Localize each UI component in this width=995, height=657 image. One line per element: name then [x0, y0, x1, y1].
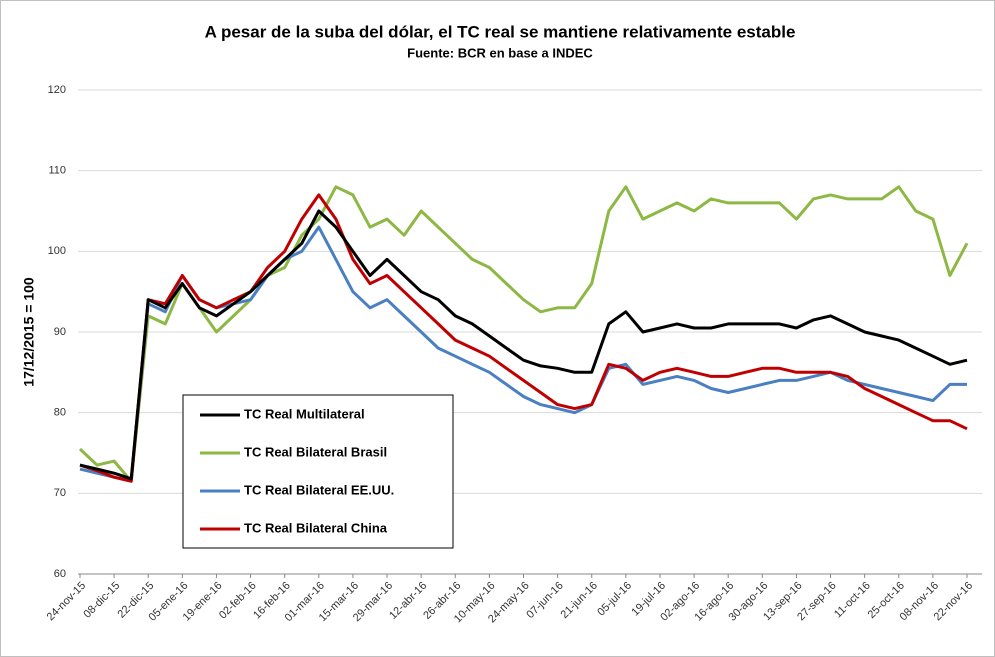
y-axis-label: 17/12/2015 = 100 — [21, 277, 37, 387]
series-line — [79, 209, 968, 481]
y-tick-label: 60 — [54, 568, 66, 580]
y-tick-label: 90 — [54, 326, 66, 338]
chart-subtitle: Fuente: BCR en base a INDEC — [407, 45, 593, 60]
y-tick-label: 100 — [48, 245, 66, 257]
y-tick-label: 80 — [54, 407, 66, 419]
y-tick-label: 70 — [54, 487, 66, 499]
legend-label: TC Real Bilateral EE.UU. — [244, 482, 394, 497]
y-tick-label: 110 — [48, 165, 66, 177]
legend-box — [182, 394, 454, 549]
y-tick-label: 120 — [48, 84, 66, 96]
legend-label: TC Real Multilateral — [244, 406, 365, 421]
chart-title: A pesar de la suba del dólar, el TC real… — [205, 22, 796, 41]
legend-label: TC Real Bilateral Brasil — [244, 444, 387, 459]
series-line — [78, 185, 969, 483]
series-line — [79, 225, 967, 483]
legend-label: TC Real Bilateral China — [244, 520, 388, 535]
series-line — [79, 193, 968, 483]
